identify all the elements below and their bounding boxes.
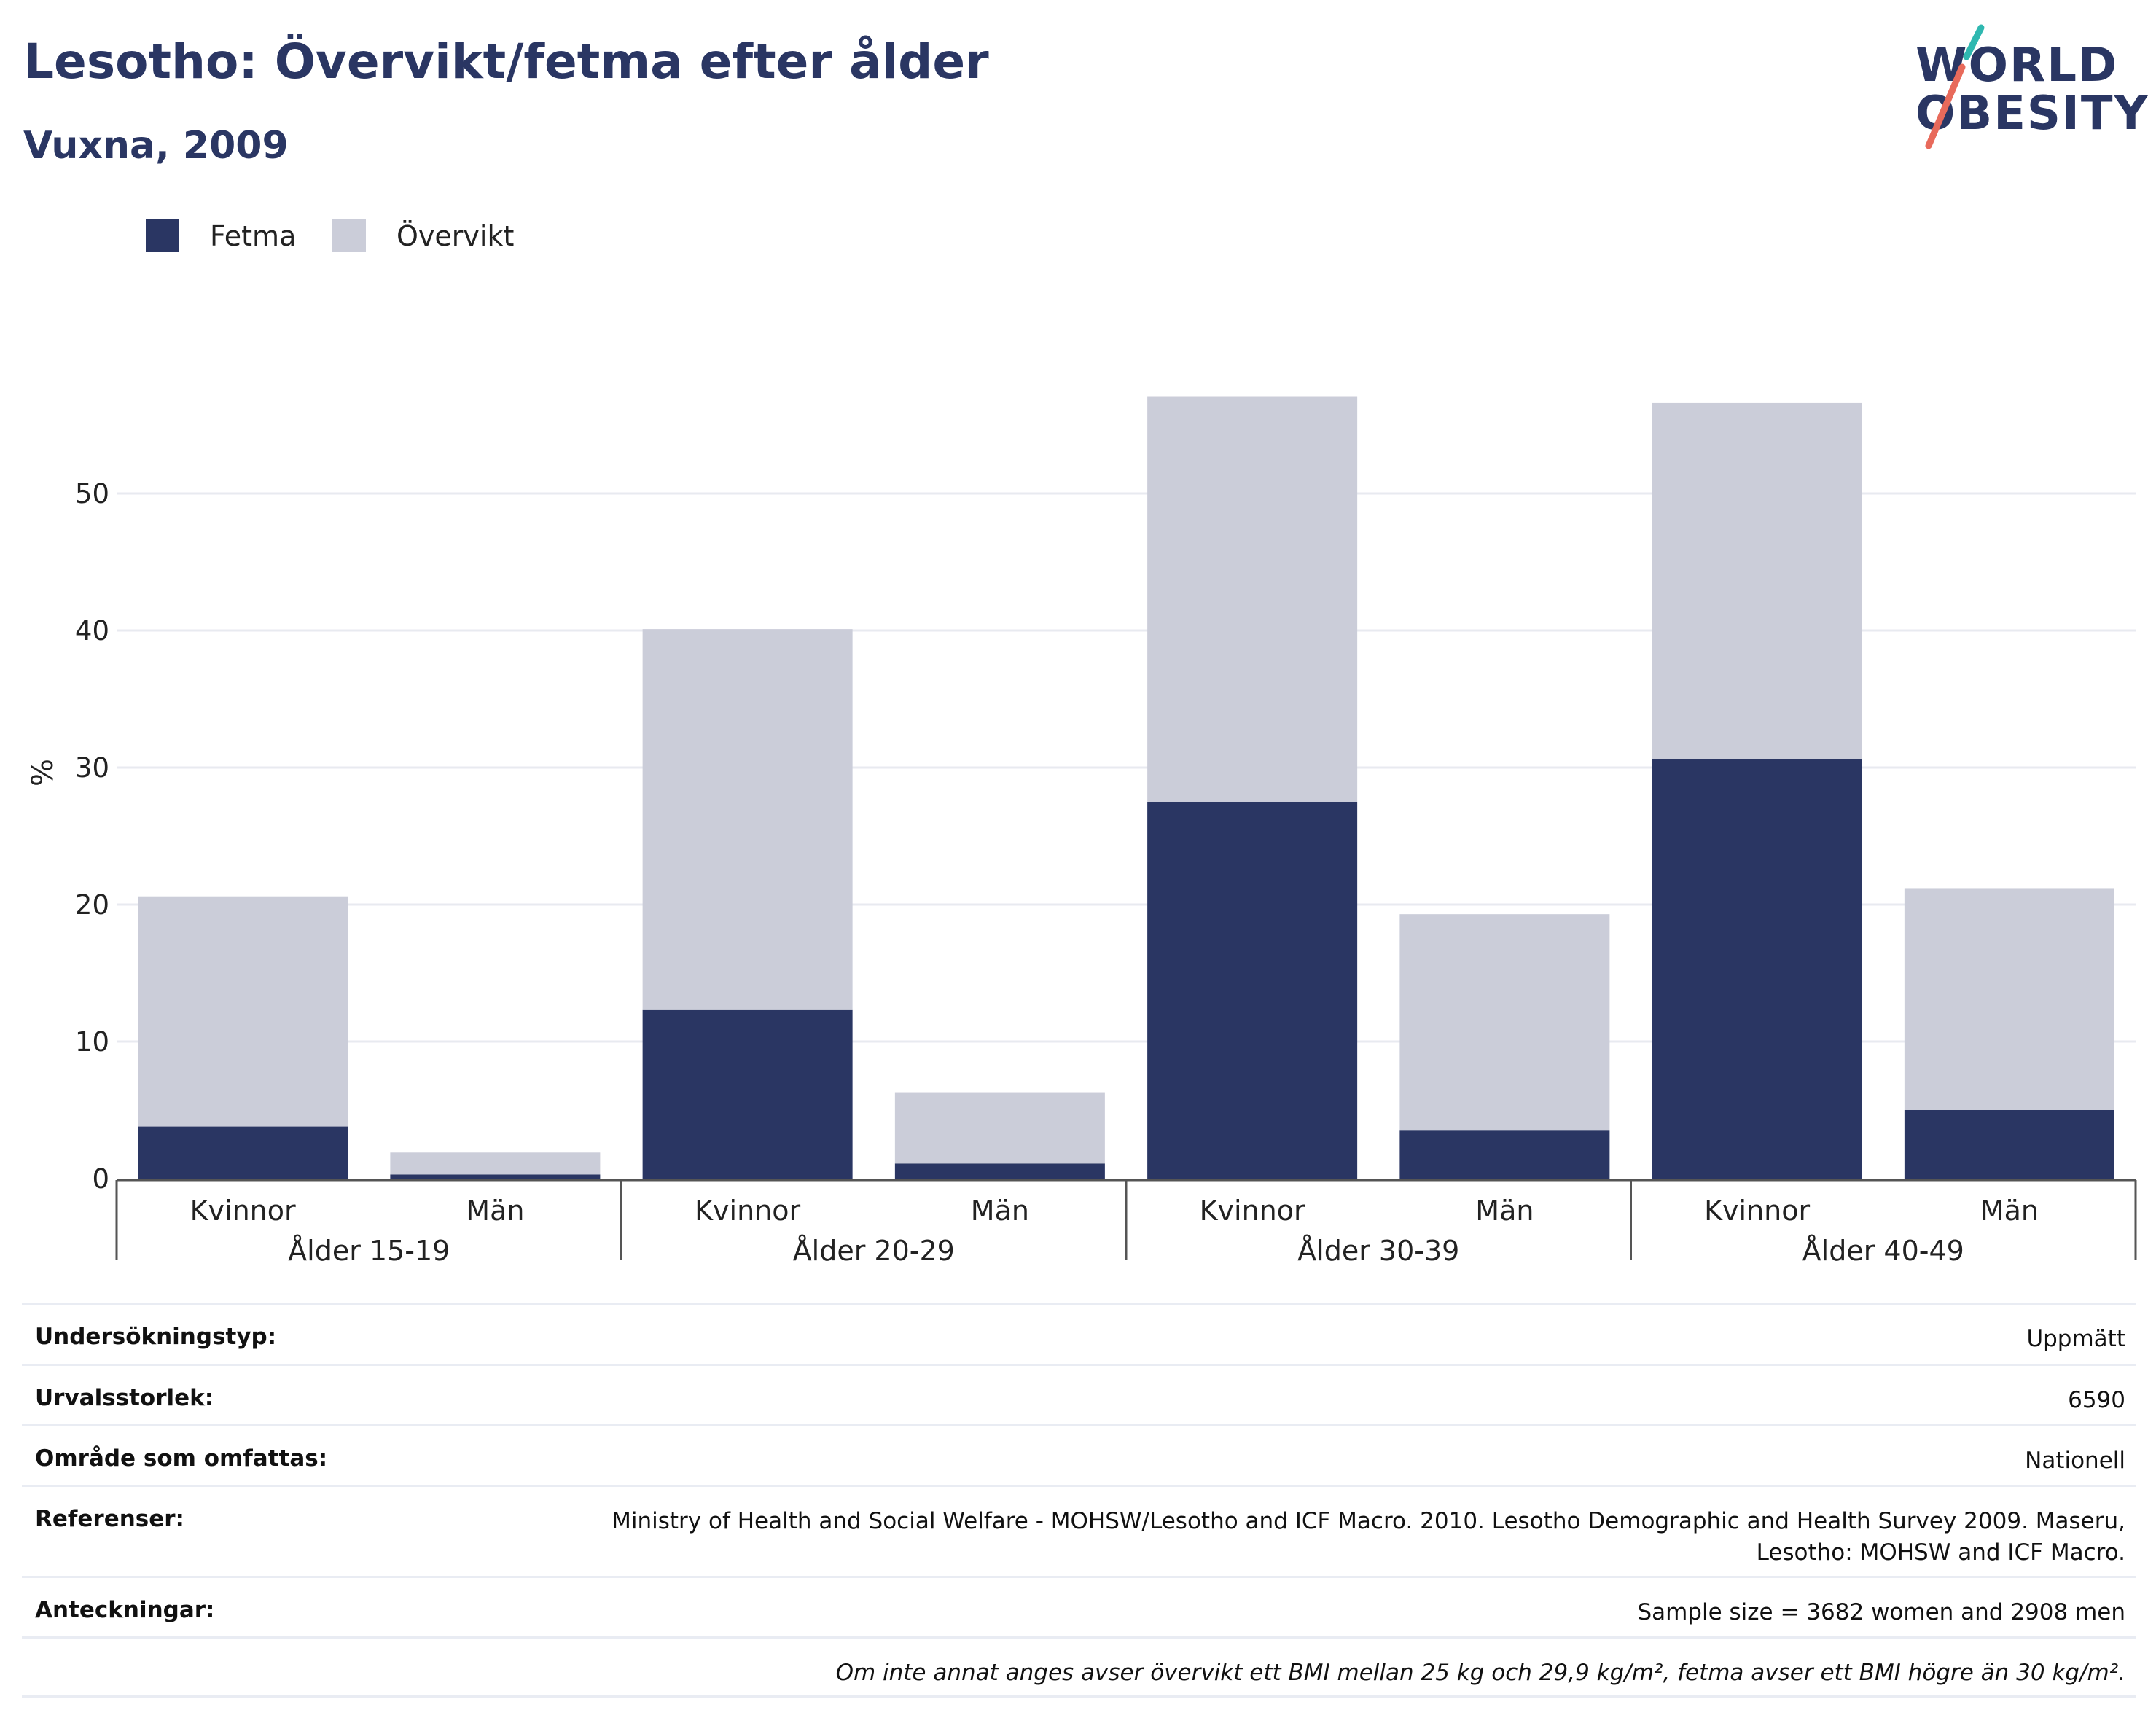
bar-fetma: [138, 1126, 348, 1179]
y-tick-label: 40: [75, 615, 109, 647]
legend-swatch-overvikt: [332, 219, 366, 252]
bar-overvikt: [1147, 396, 1358, 802]
legend-swatch-fetma: [146, 219, 179, 252]
x-tick-label: Kvinnor: [1704, 1195, 1810, 1227]
metadata-row-coverage: Område som omfattas: Nationell: [22, 1424, 2136, 1485]
bar-overvikt: [894, 1092, 1105, 1164]
metadata-label: Urvalsstorlek:: [35, 1385, 214, 1411]
legend-label-fetma: Fetma: [210, 220, 297, 252]
metadata-label: Område som omfattas:: [35, 1445, 328, 1472]
y-tick-label: 50: [75, 478, 109, 509]
world-obesity-logo: WORLD OBESITY: [1895, 22, 2148, 153]
metadata-value: Ministry of Health and Social Welfare - …: [612, 1508, 2125, 1566]
x-tick-label: Män: [971, 1195, 1029, 1227]
metadata-label: Referenser:: [35, 1506, 184, 1532]
bar-fetma: [642, 1009, 853, 1179]
metadata-row-sample-size: Urvalsstorlek: 6590: [22, 1364, 2136, 1424]
logo-text-world: WORLD: [1915, 39, 2119, 93]
x-tick-label: Män: [1475, 1195, 1534, 1227]
bar-overvikt: [390, 1152, 601, 1175]
metadata-row-definition: Om inte annat anges avser övervikt ett B…: [22, 1636, 2136, 1698]
bar-fetma: [1904, 1110, 2114, 1179]
chart-subtitle: Vuxna, 2009: [23, 124, 289, 168]
chart-title: Lesotho: Övervikt/fetma efter ålder: [23, 34, 989, 90]
metadata-table: Undersökningstyp: Uppmätt Urvalsstorlek:…: [22, 1303, 2136, 1698]
metadata-value: Uppmätt: [2026, 1326, 2125, 1352]
group-label: Ålder 15-19: [288, 1235, 450, 1267]
logo-slash-icon: [1925, 24, 1985, 149]
bar-fetma: [1147, 802, 1358, 1179]
metadata-row-notes: Anteckningar: Sample size = 3682 women a…: [22, 1576, 2136, 1636]
y-tick-label: 0: [92, 1163, 109, 1195]
group-label: Ålder 30-39: [1297, 1235, 1459, 1267]
bar-fetma: [390, 1174, 601, 1179]
metadata-value: 6590: [2068, 1387, 2125, 1413]
group-label: Ålder 40-49: [1802, 1235, 1964, 1267]
x-tick-label: Män: [466, 1195, 524, 1227]
x-tick-label: Män: [1980, 1195, 2039, 1227]
bar-overvikt: [138, 896, 348, 1127]
y-tick-label: 10: [75, 1026, 109, 1058]
metadata-row-references: Referenser: Ministry of Health and Socia…: [22, 1485, 2136, 1576]
bar-fetma: [1399, 1130, 1610, 1179]
metadata-label: Undersökningstyp:: [35, 1324, 277, 1350]
bar-overvikt: [642, 629, 853, 1010]
bar-overvikt: [1904, 888, 2114, 1110]
y-tick-label: 20: [75, 889, 109, 921]
logo-text-obesity: OBESITY: [1915, 87, 2149, 141]
y-tick-label: 30: [75, 752, 109, 784]
metadata-value: Nationell: [2025, 1448, 2125, 1474]
y-axis-label: %: [26, 759, 60, 786]
bar-overvikt: [1399, 914, 1610, 1131]
group-label: Ålder 20-29: [793, 1235, 955, 1267]
x-tick-label: Kvinnor: [695, 1195, 800, 1227]
metadata-label: Anteckningar:: [35, 1597, 215, 1623]
metadata-value: Sample size = 3682 women and 2908 men: [1637, 1599, 2125, 1625]
legend-label-overvikt: Övervikt: [397, 220, 515, 252]
metadata-value: Om inte annat anges avser övervikt ett B…: [835, 1660, 2125, 1686]
bar-overvikt: [1652, 402, 1862, 759]
metadata-row-survey-type: Undersökningstyp: Uppmätt: [22, 1303, 2136, 1364]
x-tick-label: Kvinnor: [190, 1195, 296, 1227]
bar-fetma: [1652, 759, 1862, 1179]
bar-chart: 0 10 20 30 40 50% Kvinnor Män Kvinnor Män Kvinnor M…: [26, 396, 2137, 1267]
x-tick-label: Kvinnor: [1200, 1195, 1305, 1227]
bar-fetma: [894, 1163, 1105, 1179]
